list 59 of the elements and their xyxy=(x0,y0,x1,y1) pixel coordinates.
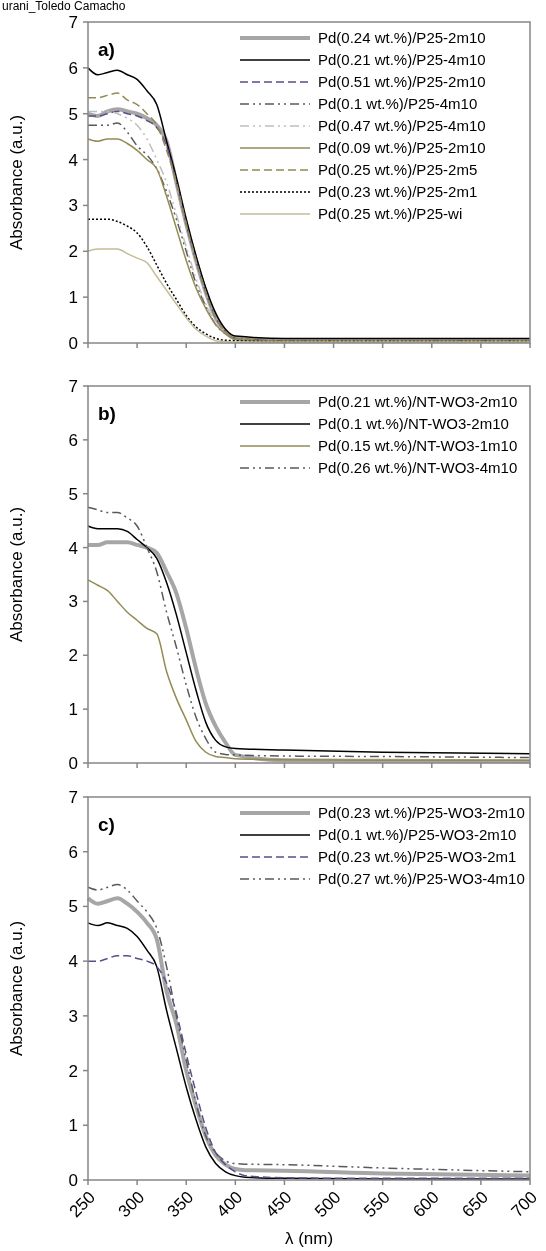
legend-label: Pd(0.25 wt.%)/P25-wi xyxy=(318,205,463,223)
x-tick-label: 300 xyxy=(114,1187,149,1222)
y-tick-label: 1 xyxy=(68,1116,78,1136)
legend-label: Pd(0.23 wt.%)/P25-2m1 xyxy=(318,183,478,201)
y-tick-label: 5 xyxy=(68,897,78,917)
legend-label: Pd(0.27 wt.%)/P25-WO3-4m10 xyxy=(318,870,525,888)
y-tick-label: 0 xyxy=(68,753,78,773)
x-tick-label: 650 xyxy=(458,1187,492,1222)
x-tick-label: 500 xyxy=(311,1187,345,1222)
y-tick-label: 7 xyxy=(68,376,78,396)
legend-label: Pd(0.21 wt.%)/NT-WO3-2m10 xyxy=(318,393,518,411)
text: c) xyxy=(98,814,115,835)
y-axis-title: Absorbance (a.u.) xyxy=(7,506,26,643)
y-axis-title: Absorbance (a.u.) xyxy=(7,920,26,1057)
text: b) xyxy=(98,403,116,424)
legend-label: Pd(0.1 wt.%)/P25-WO3-2m10 xyxy=(318,826,517,844)
y-tick-label: 2 xyxy=(68,242,78,262)
y-tick-label: 2 xyxy=(68,1061,78,1081)
legend-label: Pd(0.15 wt.%)/NT-WO3-1m10 xyxy=(318,437,518,455)
x-tick-label: 550 xyxy=(360,1187,394,1222)
legend-label: Pd(0.09 wt.%)/P25-2m10 xyxy=(318,139,486,157)
y-axis-title: Absorbance (a.u.) xyxy=(7,114,26,251)
y-tick-label: 5 xyxy=(68,484,78,504)
legend-label: Pd(0.24 wt.%)/P25-2m10 xyxy=(318,29,486,47)
y-tick-label: 1 xyxy=(68,700,78,720)
y-tick-label: 7 xyxy=(68,12,78,32)
x-tick-label: 250 xyxy=(65,1187,100,1222)
x-tick-label: 700 xyxy=(507,1187,542,1222)
y-tick-label: 3 xyxy=(68,196,78,216)
y-tick-label: 2 xyxy=(68,646,78,666)
legend-label: Pd(0.23 wt.%)/P25-WO3-2m1 xyxy=(318,848,517,866)
y-tick-label: 3 xyxy=(68,1006,78,1026)
text: a) xyxy=(98,39,115,60)
x-axis-title: λ (nm) xyxy=(284,1229,334,1248)
legend-label: Pd(0.1 wt.%)/NT-WO3-2m10 xyxy=(318,415,509,433)
legend-label: Pd(0.47 wt.%)/P25-4m10 xyxy=(318,117,486,135)
y-tick-label: 6 xyxy=(68,58,78,78)
y-tick-label: 0 xyxy=(68,333,78,353)
legend-label: Pd(0.1 wt.%)/P25-4m10 xyxy=(318,95,478,113)
y-tick-label: 4 xyxy=(68,538,78,558)
x-tick-label: 400 xyxy=(212,1187,247,1222)
legend-label: Pd(0.51 wt.%)/P25-2m10 xyxy=(318,73,486,91)
y-tick-label: 6 xyxy=(68,430,78,450)
y-tick-label: 7 xyxy=(68,787,78,807)
y-tick-label: 6 xyxy=(68,842,78,862)
legend-label: Pd(0.21 wt.%)/P25-4m10 xyxy=(318,51,486,69)
legend-label: Pd(0.26 wt.%)/NT-WO3-4m10 xyxy=(318,459,518,477)
y-tick-label: 4 xyxy=(68,150,78,170)
y-tick-label: 1 xyxy=(68,288,78,308)
x-tick-label: 350 xyxy=(163,1187,198,1222)
legend-label: Pd(0.25 wt.%)/P25-2m5 xyxy=(318,161,478,179)
legend-label: Pd(0.23 wt.%)/P25-WO3-2m10 xyxy=(318,804,525,822)
y-tick-label: 4 xyxy=(68,952,78,972)
x-tick-label: 450 xyxy=(261,1187,296,1222)
text: urani_Toledo Camacho xyxy=(2,0,126,13)
x-tick-label: 600 xyxy=(409,1187,443,1222)
y-tick-label: 3 xyxy=(68,592,78,612)
y-tick-label: 5 xyxy=(68,104,78,124)
y-tick-label: 0 xyxy=(68,1170,78,1190)
